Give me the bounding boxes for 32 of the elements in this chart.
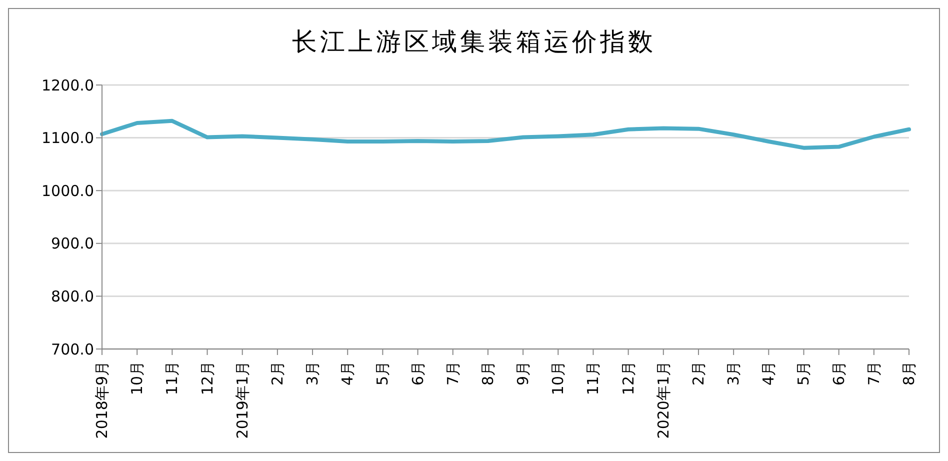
y-tick-label: 1200.0: [42, 76, 94, 94]
line-series: [100, 118, 911, 150]
y-tick-label: 1000.0: [42, 182, 94, 200]
x-tick-label: 8月: [478, 361, 497, 386]
x-tick-label: 3月: [724, 361, 743, 386]
y-tick-label: 900.0: [51, 234, 94, 253]
x-tick-label: 7月: [864, 361, 883, 386]
x-tick-label: 2月: [689, 361, 708, 386]
x-tick-label: 10月: [549, 361, 568, 396]
x-tick-label: 6月: [408, 361, 427, 386]
x-tick-label: 10月: [128, 361, 146, 396]
x-tick-label: 5月: [374, 361, 392, 386]
x-tick-label: 6月: [830, 361, 848, 386]
chart-title: 长江上游区域集装箱运价指数: [291, 26, 657, 58]
x-tick-label: 2月: [268, 361, 286, 386]
y-tick-label: 800.0: [51, 288, 94, 306]
x-tick-label: 7月: [444, 361, 462, 386]
x-tick-label: 3月: [304, 361, 322, 386]
x-tick-label: 2020年1月: [654, 361, 672, 439]
y-tick-label: 700.0: [51, 340, 94, 358]
x-tick-label: 2019年1月: [233, 361, 252, 439]
x-tick-label: 2018年9月: [93, 361, 111, 439]
x-tick-label: 9月: [514, 361, 532, 386]
x-tick-label: 8月: [900, 361, 918, 386]
y-tick-label: 1100.0: [42, 129, 94, 148]
x-tick-label: 11月: [584, 361, 602, 396]
x-tick-label: 5月: [794, 361, 813, 386]
x-tick-label: 4月: [338, 361, 357, 386]
x-tick-label: 4月: [760, 361, 778, 386]
x-tick-label: 11月: [163, 361, 182, 396]
x-tick-label: 12月: [198, 361, 216, 396]
x-tick-label: 12月: [619, 361, 638, 396]
